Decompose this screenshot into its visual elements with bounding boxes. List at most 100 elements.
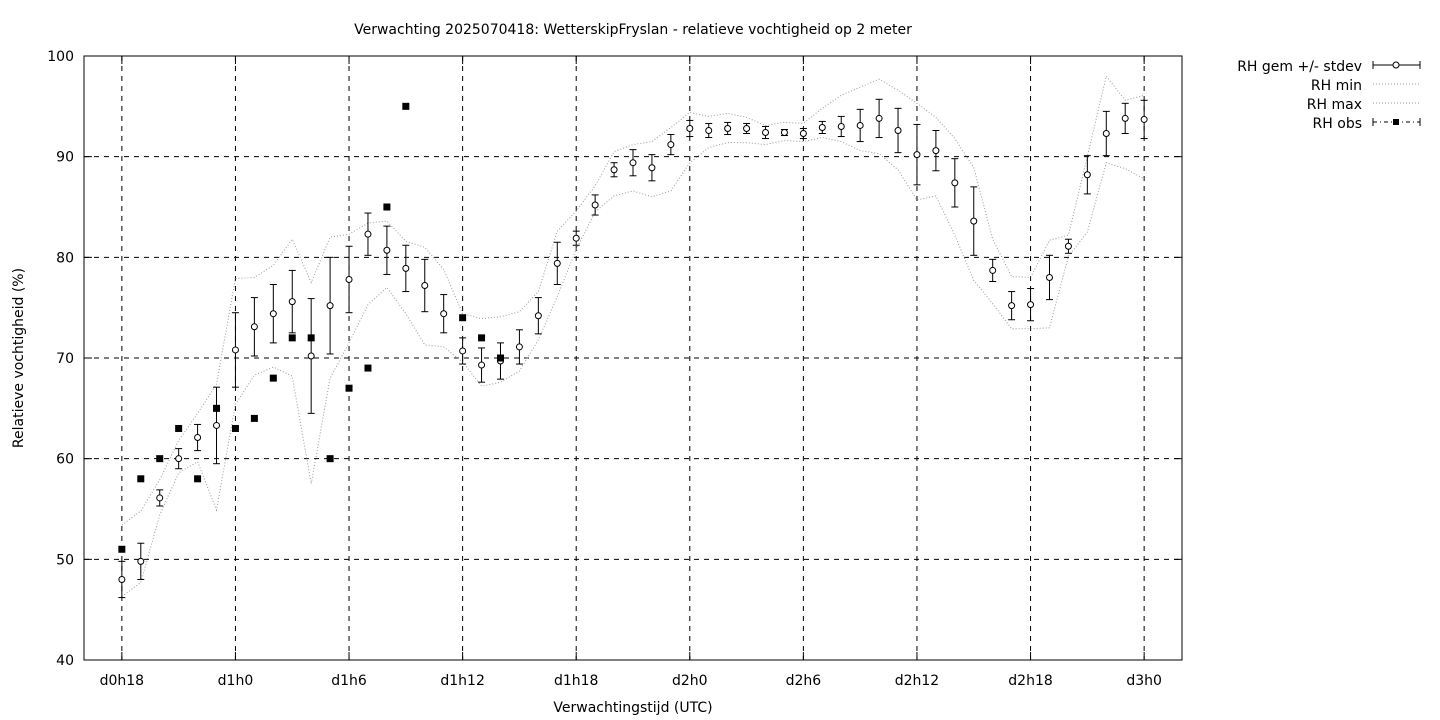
mean-point (534, 312, 542, 320)
mean-point (156, 494, 164, 502)
obs-point (459, 314, 467, 322)
obs-point (402, 102, 410, 110)
legend-label-max: RH max (1307, 97, 1362, 113)
mean-point (421, 282, 429, 290)
y-tick-label: 50 (56, 552, 74, 568)
obs-point (231, 424, 239, 432)
mean-point (269, 310, 277, 318)
mean-point (724, 124, 732, 132)
mean-point (194, 434, 202, 442)
mean-point (970, 217, 978, 225)
obs-point (118, 545, 126, 553)
mean-point (345, 275, 353, 283)
x-tick-label: d1h6 (331, 673, 367, 689)
obs-point (250, 414, 258, 422)
mean-point (213, 421, 221, 429)
legend-swatch-obs (1372, 118, 1421, 126)
mean-point (837, 122, 845, 130)
obs-point (326, 455, 334, 463)
mean-point (743, 124, 751, 132)
mean-point (1121, 114, 1129, 122)
mean-point (932, 147, 940, 155)
mean-point (459, 347, 467, 355)
mean-point (894, 126, 902, 134)
obs-point (269, 374, 277, 382)
mean-point (440, 310, 448, 318)
mean-point (553, 259, 561, 267)
obs-point (364, 364, 372, 372)
legend-swatch-mean (1372, 61, 1421, 69)
mean-point (629, 159, 637, 167)
mean-point (762, 129, 770, 137)
mean-point (1008, 302, 1016, 310)
obs-point (194, 475, 202, 483)
mean-point (1064, 242, 1072, 250)
mean-point (364, 230, 372, 238)
mean-point (118, 575, 126, 583)
x-tick-label: d2h6 (786, 673, 822, 689)
obs-point (156, 455, 164, 463)
mean-point (383, 246, 391, 254)
x-tick-label: d1h18 (554, 673, 598, 689)
mean-point (1027, 301, 1035, 309)
obs-point (213, 404, 221, 412)
y-tick-label: 90 (56, 150, 74, 166)
mean-point (913, 151, 921, 159)
obs-point (175, 424, 183, 432)
mean-point (1102, 130, 1110, 138)
mean-point (478, 361, 486, 369)
obs-points (118, 102, 504, 553)
x-axis-title: Verwachtingstijd (UTC) (553, 700, 712, 716)
mean-point (875, 114, 883, 122)
mean-point (856, 121, 864, 129)
legend: RH gem +/- stdev RH min RH max RH obs (1237, 59, 1421, 132)
mean-point (1083, 171, 1091, 179)
obs-point (496, 354, 504, 362)
mean-point (231, 346, 239, 354)
x-tick-label: d0h18 (100, 673, 144, 689)
x-axis-ticks: d0h18 d1h0 d1h6 d1h12 d1h18 d2h0 d2h6 d2h12 d2h1… (100, 56, 1162, 689)
obs-point (288, 334, 296, 342)
y-axis-title: Relatieve vochtigheid (%) (11, 268, 27, 448)
mean-point (250, 323, 258, 331)
mean-point (610, 166, 618, 174)
mean-point (951, 179, 959, 187)
mean-point (307, 352, 315, 360)
x-tick-label: d2h18 (1008, 673, 1052, 689)
mean-point (1045, 273, 1053, 281)
mean-point (818, 123, 826, 131)
min-line (121, 136, 1145, 598)
y-tick-label: 70 (56, 351, 74, 367)
y-tick-label: 60 (56, 452, 74, 468)
y-tick-label: 40 (56, 653, 74, 669)
mean-point (288, 298, 296, 306)
mean-point (667, 141, 675, 149)
mean-point (572, 234, 580, 242)
grid-lines (84, 56, 1182, 660)
error-bars (118, 98, 1148, 599)
x-tick-label: d2h0 (672, 673, 708, 689)
max-line (121, 74, 1145, 526)
min-max-lines (121, 74, 1145, 598)
mean-point (591, 201, 599, 209)
y-tick-label: 80 (56, 250, 74, 266)
mean-point (402, 264, 410, 272)
mean-points (118, 114, 1148, 583)
y-tick-label: 100 (47, 49, 74, 65)
obs-point (345, 384, 353, 392)
x-tick-label: d1h0 (218, 673, 254, 689)
x-tick-label: d1h12 (440, 673, 484, 689)
legend-label-min: RH min (1311, 78, 1362, 94)
mean-point (780, 129, 788, 137)
obs-point (307, 334, 315, 342)
mean-point (648, 164, 656, 172)
mean-point (137, 557, 145, 565)
legend-label-obs: RH obs (1313, 116, 1362, 132)
y-axis-ticks: 40 50 60 70 80 90 100 (47, 49, 1182, 669)
mean-point (515, 343, 523, 351)
mean-point (989, 266, 997, 274)
mean-point (326, 302, 334, 310)
mean-point (686, 124, 694, 132)
chart-title: Verwachting 2025070418: WetterskipFrysla… (354, 22, 912, 38)
obs-point (137, 475, 145, 483)
